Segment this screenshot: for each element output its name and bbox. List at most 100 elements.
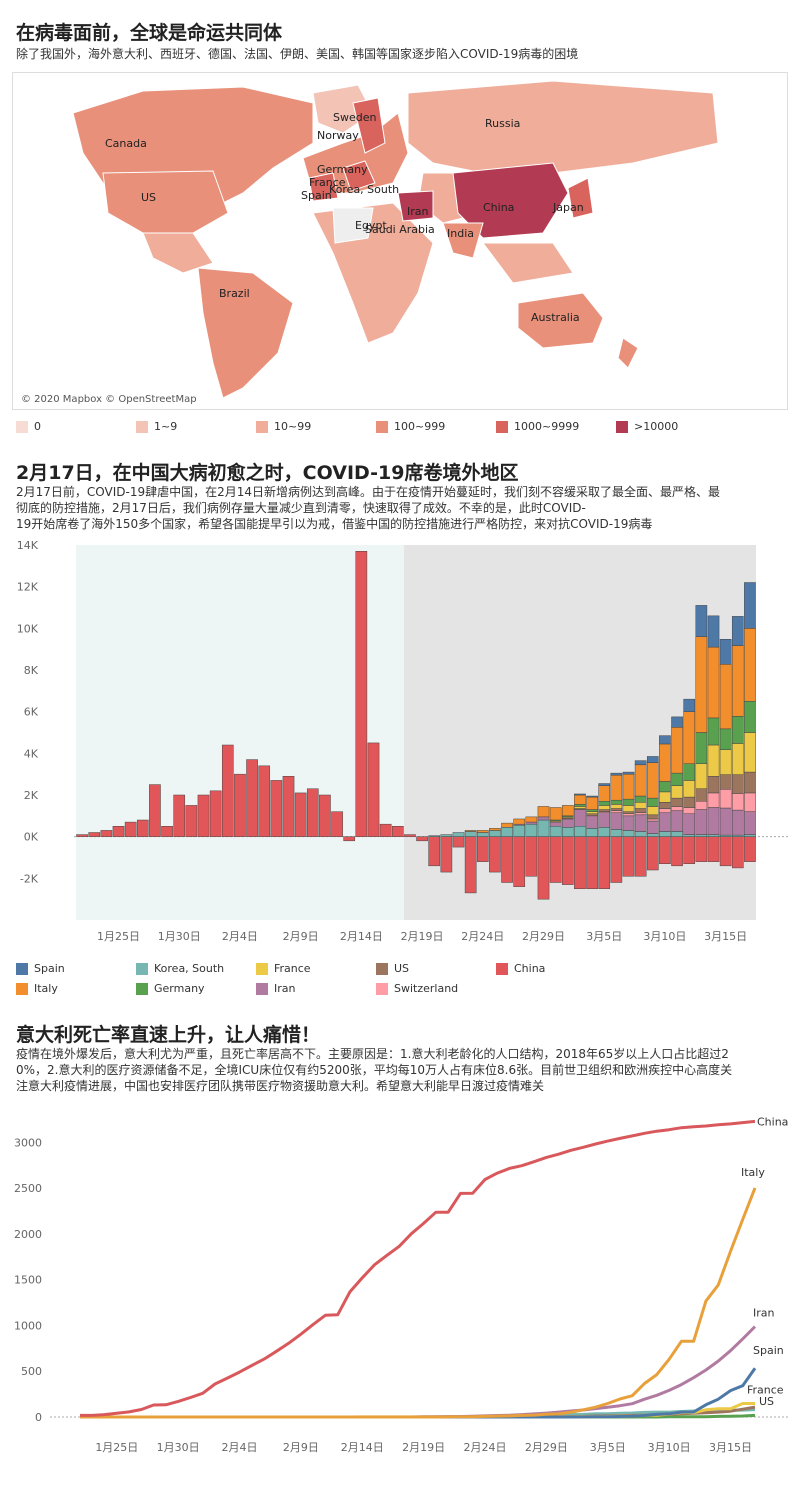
- bar-legend-item[interactable]: Iran: [256, 982, 295, 995]
- bar-segment: [331, 811, 343, 837]
- bar-section-para: 2月17日前，COVID-19肆虐中国，在2月14日新增病例达到高峰。由于在疫情…: [16, 484, 786, 532]
- bar-legend-item[interactable]: Germany: [136, 982, 205, 995]
- bar-segment: [731, 645, 744, 717]
- bar-legend-item[interactable]: France: [256, 962, 311, 975]
- bar-segment: [428, 836, 441, 867]
- legend-swatch: [256, 962, 268, 975]
- x-tick-label: 3月15日: [709, 1441, 752, 1454]
- legend-label: Korea, South: [154, 962, 225, 975]
- x-tick-label: 3月10日: [643, 930, 686, 943]
- legend-swatch: [376, 420, 388, 433]
- map-legend-item[interactable]: 1000~9999: [496, 420, 579, 433]
- map-label-saudi-arabia: Saudi Arabia: [365, 223, 435, 236]
- bar-legend-item[interactable]: Italy: [16, 982, 58, 995]
- map-legend-item[interactable]: 1~9: [136, 420, 177, 433]
- bar-segment: [258, 765, 271, 837]
- bar-segment: [586, 811, 598, 814]
- bar-segment: [574, 794, 586, 805]
- bar-segment: [744, 771, 756, 794]
- bar-segment: [707, 744, 720, 777]
- y-tick-label: 8K: [24, 664, 39, 677]
- bar-segment: [634, 812, 647, 816]
- bar-segment: [561, 805, 574, 817]
- legend-label: >10000: [634, 420, 679, 433]
- bar-segment: [379, 823, 392, 837]
- y-tick-label: 14K: [17, 539, 39, 552]
- bar-segment: [695, 809, 708, 835]
- y-tick-label: 10K: [17, 622, 39, 635]
- bar-segment: [598, 801, 611, 806]
- bar-segment: [659, 781, 671, 793]
- bar-segment: [659, 831, 671, 837]
- y-tick-label: 2000: [14, 1228, 42, 1241]
- bar-segment: [355, 551, 368, 837]
- bar-segment: [695, 636, 708, 733]
- bar-segment: [610, 836, 623, 883]
- bar-segment: [537, 819, 550, 837]
- map-label-russia: Russia: [485, 117, 521, 130]
- map-credit: © 2020 Mapbox © OpenStreetMap: [21, 394, 197, 405]
- bar-segment: [598, 809, 611, 812]
- bar-segment: [452, 836, 465, 848]
- y-tick-label: 6K: [24, 706, 39, 719]
- bar-segment: [452, 832, 465, 837]
- bar-segment: [246, 759, 258, 837]
- legend-swatch: [496, 420, 508, 433]
- x-tick-label: 3月15日: [704, 930, 747, 943]
- legend-label: China: [514, 962, 546, 975]
- x-tick-label: 1月25日: [97, 930, 140, 943]
- bar-segment: [659, 791, 671, 803]
- map-legend-item[interactable]: >10000: [616, 420, 678, 433]
- bar-segment: [598, 783, 611, 786]
- bar-segment: [731, 616, 744, 646]
- bar-segment: [124, 821, 137, 837]
- bar-segment: [610, 804, 623, 809]
- bar-segment: [598, 812, 611, 828]
- world-map[interactable]: Russia Canada US Sweden Norway Germany F…: [12, 72, 788, 410]
- bar-segment: [671, 810, 683, 832]
- x-tick-label: 2月9日: [283, 930, 319, 943]
- bar-legend-item[interactable]: China: [496, 962, 545, 975]
- bar-para-line: 19开始席卷了海外150多个国家，希望各国能提早引以为戒，借鉴中国的防控措施进行…: [16, 517, 653, 531]
- bar-segment: [586, 796, 598, 810]
- chart-background-band: [76, 545, 404, 920]
- map-legend-item[interactable]: 10~99: [256, 420, 311, 433]
- legend-label: Italy: [34, 982, 58, 995]
- legend-swatch: [16, 982, 28, 995]
- bar-legend-item[interactable]: Spain: [16, 962, 65, 975]
- bar-segment: [731, 743, 744, 775]
- map-label-japan: Japan: [553, 201, 584, 214]
- legend-label: Switzerland: [394, 982, 459, 995]
- bar-segment: [671, 831, 683, 837]
- y-tick-label: 0: [35, 1411, 42, 1424]
- bar-legend-item[interactable]: Korea, South: [136, 962, 224, 975]
- bar-segment: [476, 832, 489, 837]
- line-para-line: 疫情在境外爆发后，意大利尤为严重，且死亡率居高不下。主要原因是：1.意大利老龄化…: [16, 1047, 729, 1061]
- daily-new-cases-bar-chart[interactable]: -2K 0K 2K 4K 6K 8K 10K 12K 14K 1月25日 1月30日 2月4日 2月9日…: [0, 535, 800, 955]
- bar-segment: [695, 763, 708, 789]
- legend-label: 0: [34, 420, 41, 433]
- bar-segment: [695, 801, 708, 810]
- bar-segment: [574, 804, 586, 807]
- bar-segment: [731, 836, 744, 869]
- bar-segment: [671, 797, 683, 807]
- bar-segment: [610, 808, 623, 811]
- bar-legend: Spain Korea, South France US China Italy…: [16, 962, 786, 1002]
- bar-segment: [464, 836, 477, 894]
- bar-segment: [537, 806, 550, 818]
- bar-segment: [598, 827, 611, 837]
- x-tick-label: 2月9日: [283, 1441, 319, 1454]
- bar-segment: [586, 815, 598, 829]
- bar-legend-item[interactable]: Switzerland: [376, 982, 458, 995]
- bar-segment: [428, 835, 441, 837]
- cumulative-deaths-line-chart[interactable]: 0 500 1000 1500 2000 2500 3000 China Italy Iran Sp…: [0, 1105, 800, 1465]
- bar-legend-item[interactable]: US: [376, 962, 409, 975]
- legend-swatch: [136, 962, 148, 975]
- map-legend-item[interactable]: 100~999: [376, 420, 445, 433]
- map-legend-item[interactable]: 0: [16, 420, 41, 433]
- series-line: [80, 1119, 756, 1417]
- bar-segment: [185, 805, 198, 837]
- map-label-korea-south: Korea, South: [329, 183, 400, 196]
- map-label-sweden: Sweden: [333, 111, 377, 124]
- x-tick-label: 2月14日: [340, 930, 383, 943]
